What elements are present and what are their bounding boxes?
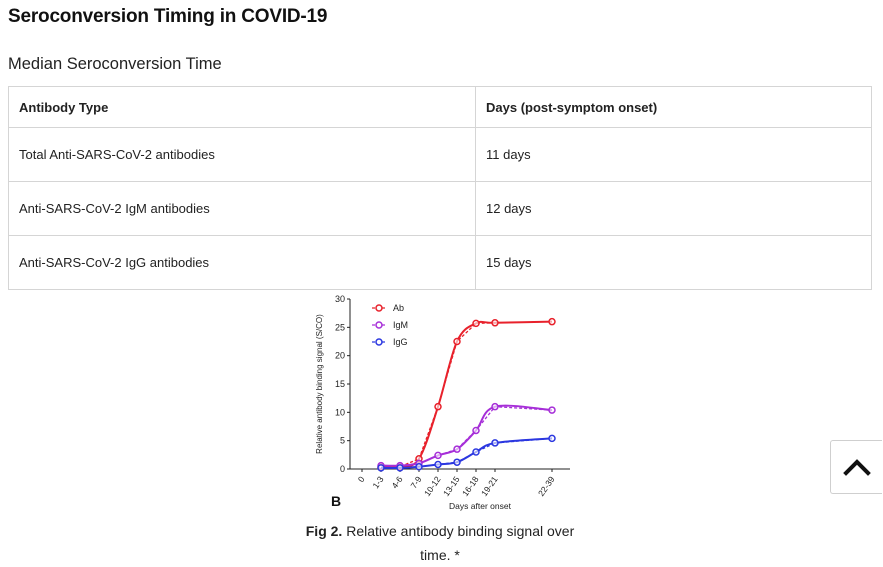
legend-marker xyxy=(375,321,383,329)
x-tick-label: 19-21 xyxy=(479,474,500,498)
y-axis-title: Relative antibody binding signal (S/CO) xyxy=(315,314,324,454)
data-point xyxy=(548,434,556,443)
data-point xyxy=(472,426,480,435)
section-title: Median Seroconversion Time xyxy=(8,55,222,73)
figure-caption: Fig 2. Relative antibody binding signal … xyxy=(300,519,580,567)
data-point xyxy=(415,462,423,471)
legend-label: Ab xyxy=(393,303,404,313)
data-point xyxy=(396,464,404,472)
data-point xyxy=(491,439,499,447)
table-cell-antibody: Anti-SARS-CoV-2 IgM antibodies xyxy=(8,181,476,236)
y-tick-label: 10 xyxy=(335,407,345,417)
data-point xyxy=(453,445,461,453)
y-tick-label: 15 xyxy=(335,379,345,389)
data-point xyxy=(434,402,442,411)
data-point xyxy=(472,448,480,456)
data-point xyxy=(548,317,556,326)
chevron-up-icon xyxy=(842,459,871,476)
x-tick-label: 22-39 xyxy=(536,474,557,498)
x-tick-label: 7-9 xyxy=(408,474,423,490)
seroconversion-table: Antibody Type Days (post-symptom onset) … xyxy=(8,86,872,290)
data-point xyxy=(472,319,480,328)
table-row: Total Anti-SARS-CoV-2 antibodies 11 days xyxy=(8,127,872,182)
table-cell-antibody: Anti-SARS-CoV-2 IgG antibodies xyxy=(8,235,476,290)
table-cell-days: 12 days xyxy=(475,181,872,236)
table-cell-days: 11 days xyxy=(475,127,872,182)
legend-marker xyxy=(375,304,383,312)
data-point xyxy=(453,458,461,466)
data-point xyxy=(548,406,556,414)
x-tick-label: 13-15 xyxy=(441,474,462,498)
legend-label: IgM xyxy=(393,320,408,330)
table-header-row: Antibody Type Days (post-symptom onset) xyxy=(8,86,872,128)
data-point xyxy=(491,402,499,411)
x-axis-title: Days after onset xyxy=(449,501,512,511)
x-tick-label: 10-12 xyxy=(422,474,443,498)
table-cell-days: 15 days xyxy=(475,235,872,290)
y-tick-label: 5 xyxy=(340,436,345,446)
legend-label: IgG xyxy=(393,337,408,347)
y-tick-label: 20 xyxy=(335,351,345,361)
data-point xyxy=(434,460,442,469)
data-point xyxy=(491,319,499,327)
data-point xyxy=(453,337,461,346)
page-title: Seroconversion Timing in COVID-19 xyxy=(8,6,328,27)
x-tick-label: 0 xyxy=(356,474,367,484)
y-tick-label: 0 xyxy=(340,464,345,474)
table-row: Anti-SARS-CoV-2 IgM antibodies 12 days xyxy=(8,181,872,236)
figure-caption-text: Relative antibody binding signal over ti… xyxy=(342,523,575,563)
panel-letter: B xyxy=(331,493,341,509)
column-header-days: Days (post-symptom onset) xyxy=(475,86,872,128)
data-point xyxy=(434,451,442,460)
antibody-signal-figure: 0 5 10 15 20 25 30 0 1-3 4-6 7-9 10-12 13-15 16-18 19-… xyxy=(300,292,580,517)
x-tick-label: 4-6 xyxy=(389,474,404,490)
table-row: Anti-SARS-CoV-2 IgG antibodies 15 days xyxy=(8,235,872,290)
legend-marker xyxy=(375,338,383,346)
x-tick-label: 1-3 xyxy=(370,474,385,490)
x-tick-label: 16-18 xyxy=(460,474,481,498)
data-point xyxy=(377,464,385,472)
table-cell-antibody: Total Anti-SARS-CoV-2 antibodies xyxy=(8,127,476,182)
y-tick-label: 25 xyxy=(335,322,345,332)
scroll-to-top-button[interactable] xyxy=(830,440,882,494)
figure-caption-label: Fig 2. xyxy=(305,523,343,539)
y-tick-label: 30 xyxy=(335,294,345,304)
column-header-antibody-type: Antibody Type xyxy=(8,86,476,128)
